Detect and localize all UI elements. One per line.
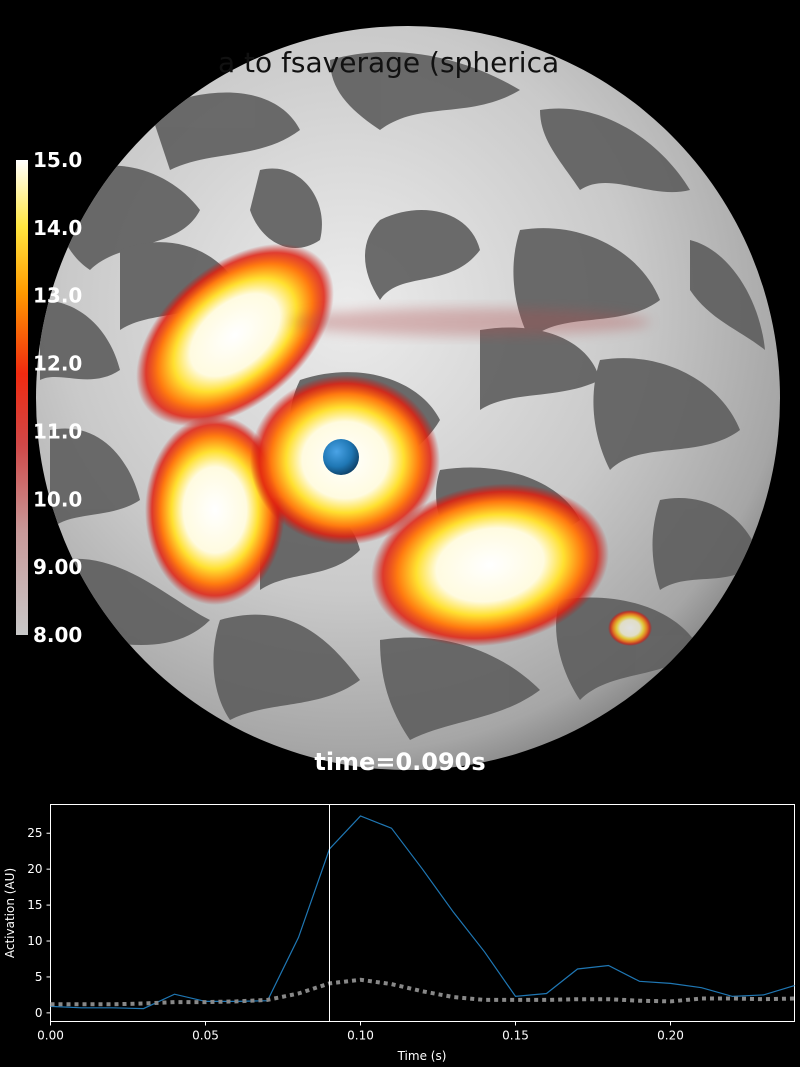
x-tick-label: 0.10 <box>347 1029 374 1043</box>
brain-3d-view[interactable]: a to fsaverage (spherica 15.0 14.0 13.0 12.… <box>0 0 800 790</box>
colorbar-tick-label: 13.0 <box>33 284 82 308</box>
activation-overlay <box>136 243 652 647</box>
y-axis-label: Activation (AU) <box>3 868 17 958</box>
x-tick-label: 0.15 <box>502 1029 529 1043</box>
series-line-dotted <box>50 977 795 1007</box>
colorbar-tick-label: 14.0 <box>33 216 82 240</box>
colorbar-tick-label: 12.0 <box>33 352 82 376</box>
plot-area <box>50 804 795 1022</box>
colorbar-tick-label: 10.0 <box>33 487 82 511</box>
colorbar-tick-label: 15.0 <box>33 148 82 172</box>
x-axis-label: Time (s) <box>397 1049 447 1063</box>
colorbar-tick-label: 11.0 <box>33 419 82 443</box>
colorbar: 15.0 14.0 13.0 12.0 11.0 10.0 9.00 8.00 <box>16 148 82 647</box>
series-line-main <box>50 815 795 1010</box>
y-tick-label: 15 <box>27 898 42 912</box>
x-tick-label: 0.05 <box>192 1029 219 1043</box>
source-marker[interactable] <box>323 439 359 475</box>
y-tick-label: 25 <box>27 826 42 840</box>
y-tick-label: 5 <box>35 970 43 984</box>
colorbar-gradient <box>16 160 28 635</box>
y-tick-label: 20 <box>27 862 42 876</box>
brain-title: a to fsaverage (spherica <box>218 46 559 79</box>
colorbar-tick-label: 8.00 <box>33 623 82 647</box>
y-tick-label: 0 <box>35 1006 43 1020</box>
x-tick-label: 0.00 <box>37 1029 64 1043</box>
colorbar-tick-label: 9.00 <box>33 555 82 579</box>
time-label: time=0.090s <box>314 748 485 776</box>
x-tick-label: 0.20 <box>657 1029 684 1043</box>
y-tick-label: 10 <box>27 934 42 948</box>
